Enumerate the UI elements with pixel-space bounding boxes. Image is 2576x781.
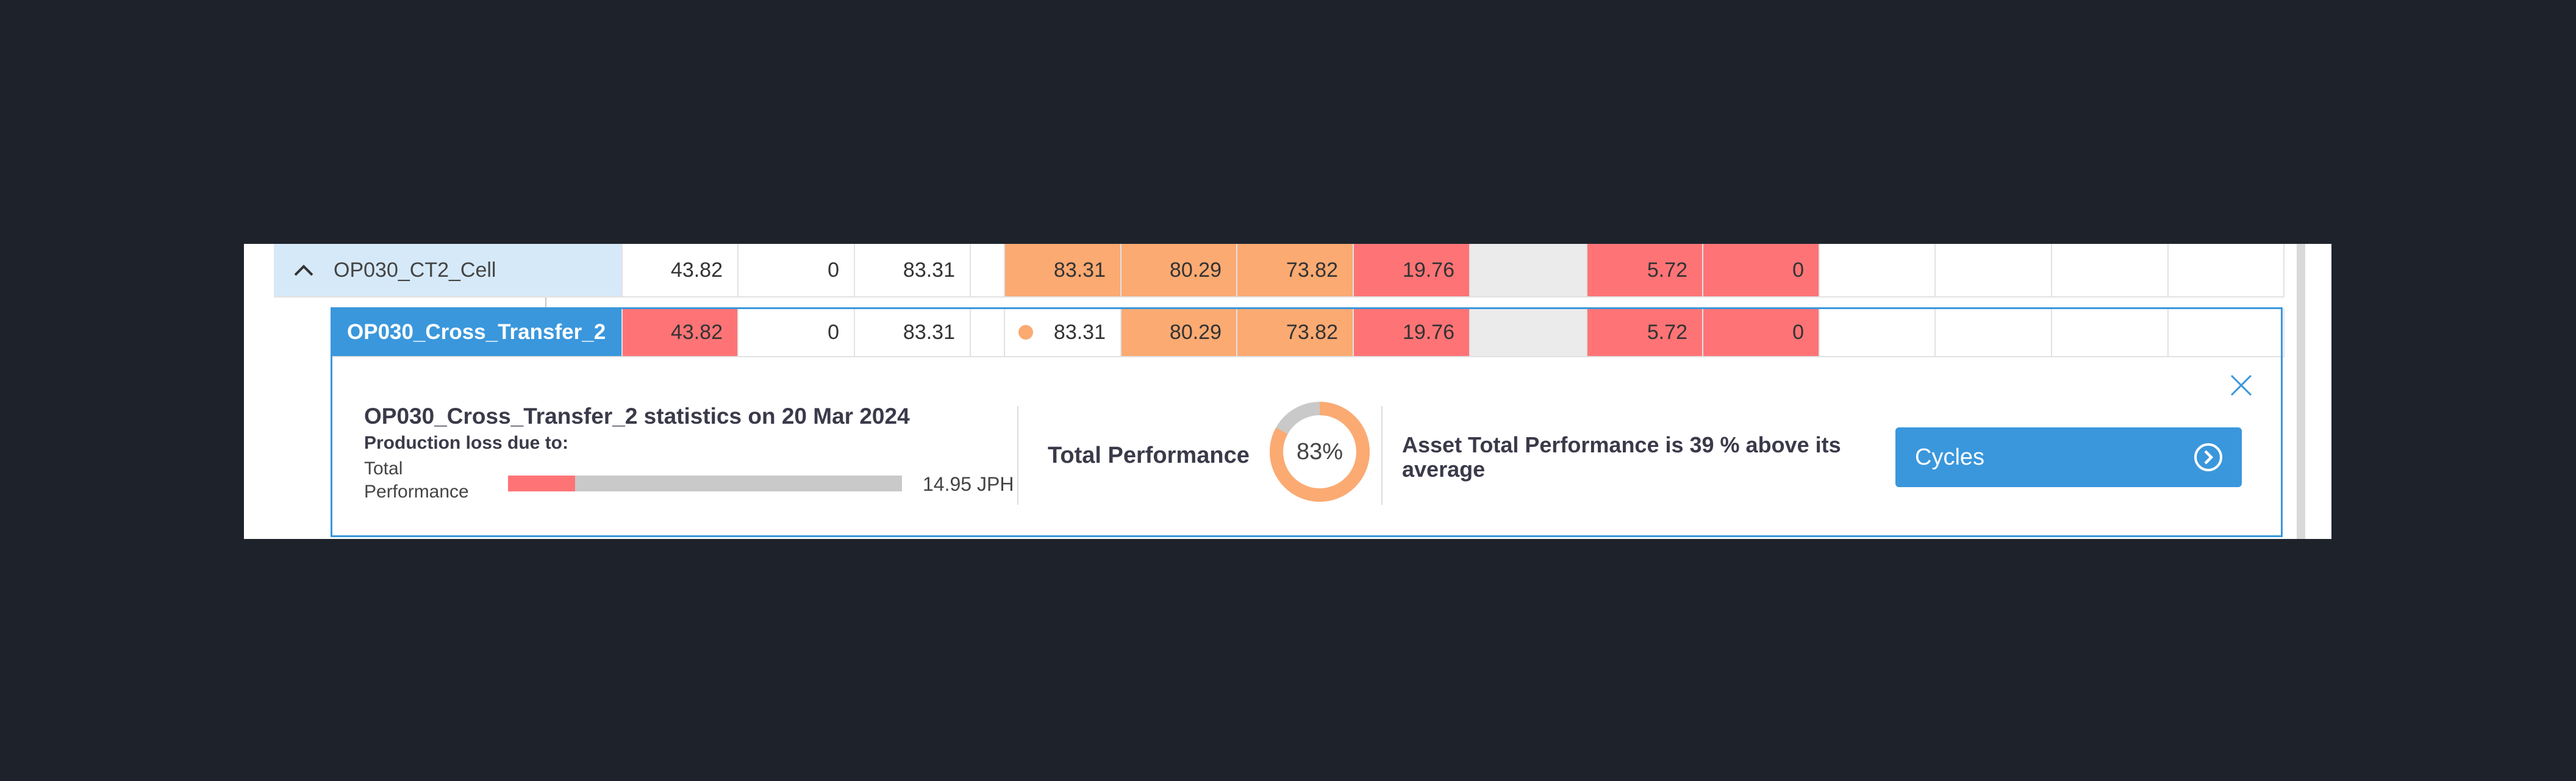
table-cell-value: 83.31 — [1053, 320, 1106, 344]
parent-row-name: OP030_CT2_Cell — [334, 258, 496, 282]
status-dot-icon — [1018, 325, 1033, 340]
asset-performance-note: Asset Total Performance is 39 % above it… — [1402, 432, 1841, 482]
loss-category-label: Total Performance — [364, 458, 469, 502]
parent-row-name-cell[interactable]: OP030_CT2_Cell — [274, 244, 623, 298]
table-cell — [1820, 308, 1936, 357]
production-loss-bar — [508, 476, 902, 491]
chevron-right-circle-icon — [2194, 443, 2222, 471]
table-cell-spacer — [971, 244, 1005, 298]
chevron-up-icon[interactable] — [293, 263, 315, 277]
table-cell: 80.29 — [1122, 244, 1237, 298]
child-row-name[interactable]: OP030_Cross_Transfer_2 — [331, 308, 623, 357]
table-cell: 19.76 — [1354, 308, 1470, 357]
table-cell — [2169, 244, 2284, 298]
section-divider — [1381, 406, 1383, 505]
table-cell: 19.76 — [1354, 244, 1470, 298]
table-row-parent[interactable]: OP030_CT2_Cell 43.82 0 83.31 83.31 80.29… — [274, 244, 2284, 298]
performance-percent: 83% — [1296, 438, 1343, 465]
table-cell — [1936, 308, 2052, 357]
table-cell — [1470, 308, 1587, 357]
table-cell: 43.82 — [623, 308, 739, 357]
production-loss-heading: Production loss due to: — [364, 433, 568, 453]
table-cell: 73.82 — [1237, 244, 1354, 298]
table-cell: 43.82 — [623, 244, 739, 298]
table-cell: 83.31 — [855, 308, 971, 357]
table-cell: 5.72 — [1587, 244, 1703, 298]
performance-donut-chart — [1270, 402, 1370, 502]
table-cell-spacer — [971, 308, 1005, 357]
cycles-button[interactable]: Cycles — [1895, 427, 2242, 487]
table-cell — [2052, 244, 2169, 298]
statistics-detail-panel: OP030_Cross_Transfer_2 statistics on 20 … — [331, 357, 2283, 537]
table-cell-with-status: 83.31 — [1005, 308, 1122, 357]
statistics-title: OP030_Cross_Transfer_2 statistics on 20 … — [364, 404, 910, 429]
table-cell: 83.31 — [1005, 244, 1122, 298]
table-cell: 80.29 — [1122, 308, 1237, 357]
table-cell: 5.72 — [1587, 308, 1703, 357]
table-cell: 0 — [1703, 308, 1820, 357]
vertical-scrollbar[interactable] — [2297, 244, 2305, 539]
table-cell: 0 — [739, 308, 855, 357]
section-divider — [1017, 406, 1018, 505]
table-row-child[interactable]: OP030_Cross_Transfer_2 43.82 0 83.31 83.… — [331, 308, 2284, 357]
total-performance-label: Total Performance — [1048, 443, 1250, 468]
table-cell: 73.82 — [1237, 308, 1354, 357]
table-cell — [1470, 244, 1587, 298]
table-cell — [2169, 308, 2284, 357]
donut-value-arc — [1270, 402, 1370, 502]
table-cell: 83.31 — [855, 244, 971, 298]
table-cell: 0 — [739, 244, 855, 298]
close-icon[interactable] — [2229, 373, 2253, 398]
table-cell — [2052, 308, 2169, 357]
production-loss-value: 14.95 JPH — [923, 473, 1014, 495]
table-cell — [1936, 244, 2052, 298]
cycles-button-label: Cycles — [1915, 444, 1985, 470]
table-cell: 0 — [1703, 244, 1820, 298]
table-cell — [1820, 244, 1936, 298]
production-loss-bar-fill — [508, 476, 575, 491]
collapse-toggle[interactable] — [274, 244, 334, 296]
production-grid-panel: OP030_CT2_Cell 43.82 0 83.31 83.31 80.29… — [244, 244, 2331, 539]
